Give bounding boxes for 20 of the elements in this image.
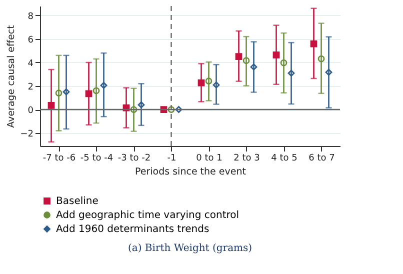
x-tick-label: 4 to 5 bbox=[271, 154, 298, 164]
y-tick-label: 0 bbox=[28, 106, 34, 116]
legend-label: Add 1960 determinants trends bbox=[56, 224, 210, 235]
y-tick-label: 2 bbox=[28, 82, 34, 92]
x-tick-label: -1 bbox=[167, 154, 176, 164]
y-tick-label: −2 bbox=[20, 130, 34, 140]
x-tick-label: -3 to -2 bbox=[118, 154, 151, 164]
legend-label: Baseline bbox=[56, 196, 98, 207]
x-tick-label: -5 to -4 bbox=[80, 154, 114, 164]
legend-label: Add geographic time varying control bbox=[56, 210, 240, 221]
y-tick-label: 8 bbox=[28, 12, 34, 22]
x-tick-label: 6 to 7 bbox=[308, 154, 335, 164]
x-tick-label: -7 to -6 bbox=[42, 154, 76, 164]
y-tick-label: 4 bbox=[28, 58, 34, 69]
y-axis-title: Average causal effect bbox=[6, 24, 18, 128]
y-tick-label: 6 bbox=[28, 35, 34, 46]
x-tick-label: 2 to 3 bbox=[234, 154, 260, 164]
x-tick-label: 0 to 1 bbox=[196, 154, 222, 164]
text: (a) Birth Weight (grams) bbox=[128, 243, 252, 254]
x-axis-title: Periods since the event bbox=[135, 166, 246, 178]
